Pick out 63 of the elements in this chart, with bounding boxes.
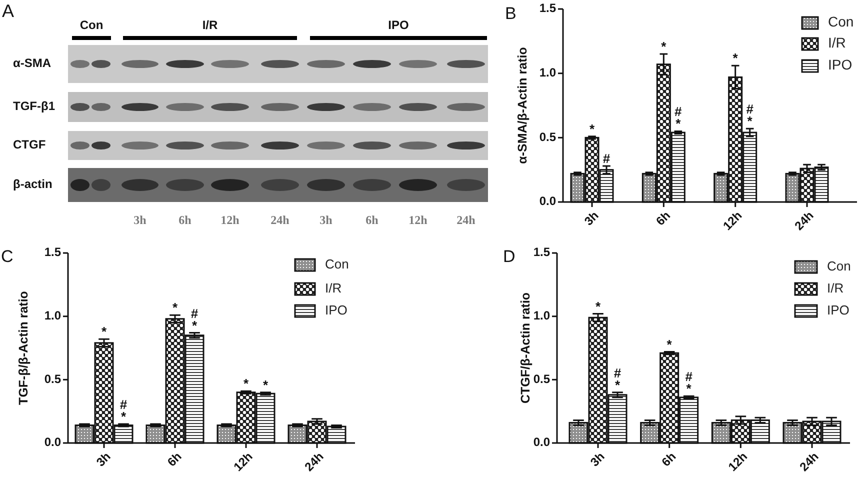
y-tick-label: 0.0 — [533, 435, 550, 450]
data-label: * — [666, 336, 673, 352]
data-label: # * — [746, 102, 754, 129]
category-label: TGF-β1 — [13, 99, 55, 114]
data-label: * — [595, 298, 602, 314]
x-tick-label: 24h — [792, 208, 816, 233]
x-tick-label: 12h — [726, 449, 750, 474]
x-tick-label: 3h — [582, 208, 602, 228]
y-tick-label: 1.5 — [533, 245, 550, 260]
data-label: # * — [120, 397, 128, 424]
x-tick-label: 3h — [94, 449, 114, 470]
legend-label: Con — [827, 258, 851, 274]
y-tick-label: 0.0 — [44, 435, 62, 450]
data-label: # * — [674, 104, 683, 132]
data-label: # — [602, 150, 611, 166]
x-tick-label: 6h — [658, 449, 679, 470]
y-tick-label: 1.0 — [533, 308, 550, 323]
data-label: * — [243, 376, 250, 392]
data-label: # * — [685, 369, 694, 396]
y-axis-title: α-SMA/β-Actin ratio — [515, 46, 530, 164]
data-label: * — [661, 39, 668, 54]
data-label: * — [172, 300, 178, 316]
y-tick-label: 1.0 — [539, 66, 556, 80]
y-tick-label: 0.5 — [44, 372, 62, 386]
category-label: CTGF — [13, 138, 46, 152]
x-tick-label: 3h — [588, 449, 608, 470]
text: Con — [80, 18, 104, 32]
chart-title: B — [505, 4, 516, 23]
y-tick-label: 0.5 — [539, 130, 556, 144]
data-label: * — [101, 324, 108, 340]
legend-label: I/R — [325, 280, 342, 296]
y-axis-title: TGF-β/β-Actin ratio — [16, 290, 30, 405]
x-tick-label: 6h — [653, 208, 674, 228]
legend-label: Con — [325, 256, 349, 272]
data-label: * — [262, 377, 269, 392]
x-tick-label: 6h — [164, 449, 184, 470]
y-tick-label: 1.5 — [44, 245, 62, 260]
x-tick-label: 24h — [796, 449, 822, 474]
y-tick-label: 0.0 — [539, 194, 556, 208]
legend-label: IPO — [828, 56, 852, 73]
text: IPO — [388, 18, 409, 32]
legend-label: Con — [828, 14, 854, 30]
y-tick-label: 1.5 — [539, 1, 556, 16]
legend-label: IPO — [827, 302, 850, 318]
data-label: # * — [190, 306, 199, 333]
data-label: # * — [614, 365, 622, 392]
legend-label: IPO — [325, 302, 348, 318]
y-axis-title: CTGF/β-Actin ratio — [518, 292, 532, 404]
x-tick-label: 12h — [720, 208, 745, 233]
chart-title: C — [1, 247, 14, 266]
x-tick-label: 12h — [230, 449, 256, 474]
category-label: α-SMA — [13, 56, 52, 70]
y-tick-label: 1.0 — [44, 308, 62, 323]
legend-label: I/R — [828, 34, 846, 51]
y-tick-label: 0.5 — [533, 372, 550, 386]
category-label: β-actin — [13, 177, 52, 192]
legend-label: I/R — [827, 280, 844, 296]
data-label: * — [732, 50, 739, 66]
data-label: * — [589, 121, 596, 136]
x-tick-label: 24h — [302, 449, 326, 474]
text: I/R — [202, 18, 218, 32]
text: A — [2, 1, 14, 21]
chart-title: D — [503, 247, 516, 266]
